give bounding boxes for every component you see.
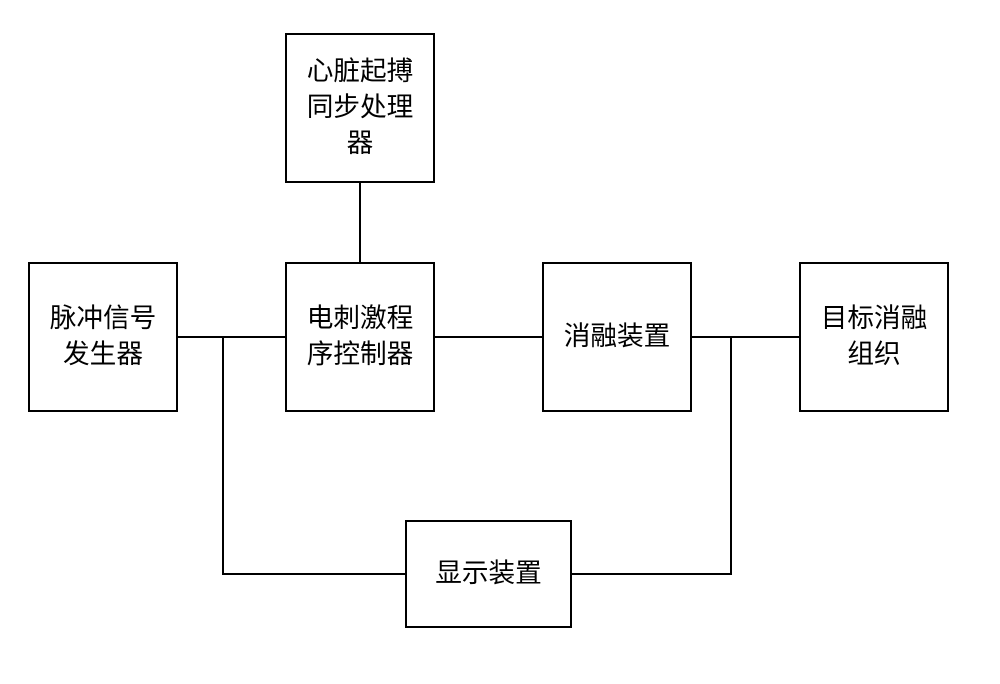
node-label: 心脏起搏同步处理器 [303, 54, 418, 162]
node-ablation_device: 消融装置 [542, 262, 692, 412]
node-label: 目标消融组织 [817, 301, 932, 373]
node-pacemaker_sync: 心脏起搏同步处理器 [285, 33, 435, 183]
node-label: 显示装置 [431, 556, 546, 592]
node-stim_controller: 电刺激程序控制器 [285, 262, 435, 412]
node-label: 消融装置 [560, 319, 675, 355]
node-display_device: 显示装置 [405, 520, 572, 628]
node-label: 电刺激程序控制器 [303, 301, 418, 373]
node-target_tissue: 目标消融组织 [799, 262, 949, 412]
node-label: 脉冲信号发生器 [46, 301, 161, 373]
node-pulse_generator: 脉冲信号发生器 [28, 262, 178, 412]
